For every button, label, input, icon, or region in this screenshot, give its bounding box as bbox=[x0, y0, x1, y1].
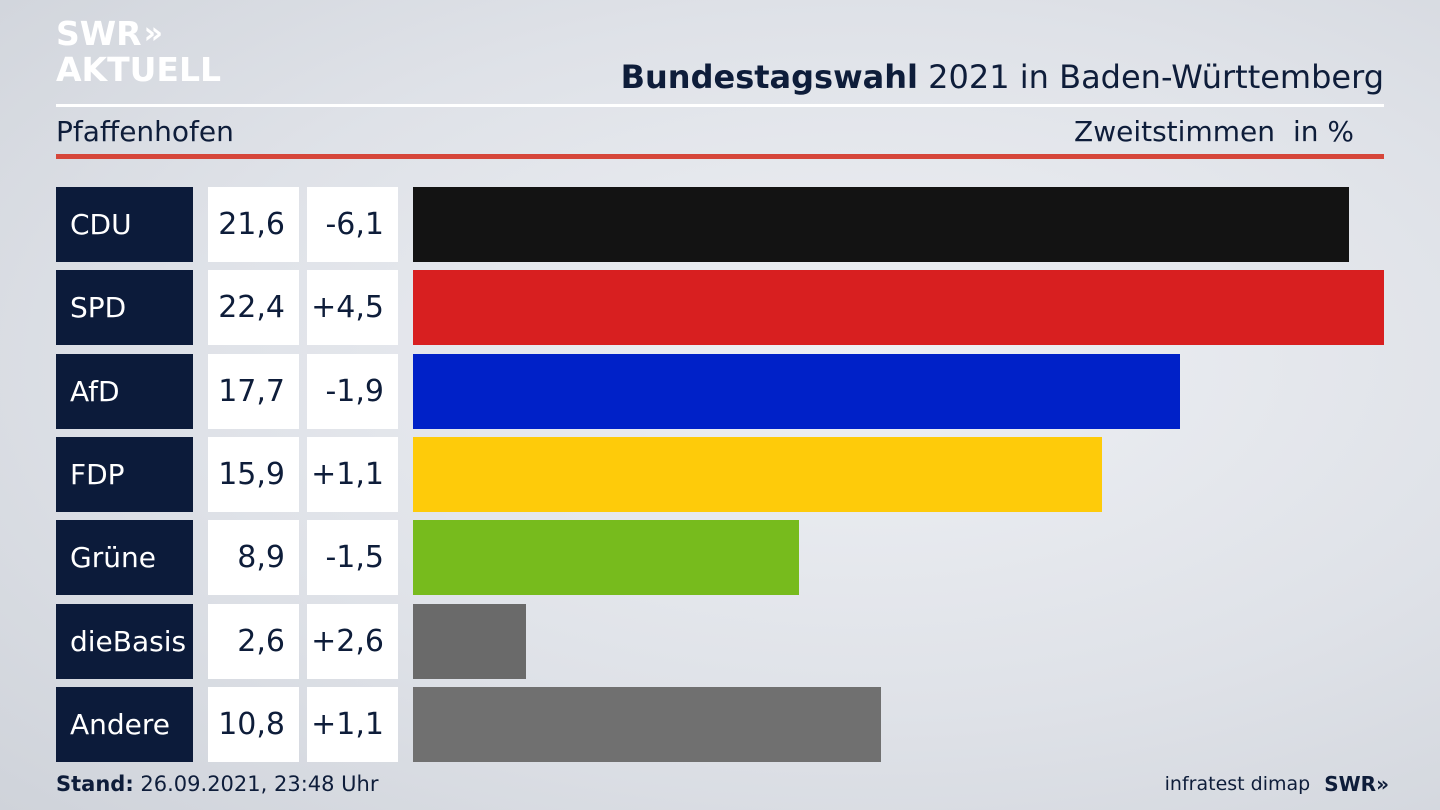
percentage-value: 15,9 bbox=[208, 437, 299, 512]
party-label: Grüne bbox=[56, 520, 193, 595]
change-value: -1,9 bbox=[307, 354, 398, 429]
party-label: AfD bbox=[56, 354, 193, 429]
result-bar bbox=[413, 270, 1384, 345]
result-row: Andere 10,8 +1,1 bbox=[0, 687, 1440, 762]
result-bar bbox=[413, 354, 1180, 429]
percentage-value: 10,8 bbox=[208, 687, 299, 762]
timestamp: Stand: 26.09.2021, 23:48 Uhr bbox=[56, 772, 379, 796]
result-row: AfD 17,7 -1,9 bbox=[0, 354, 1440, 429]
result-bar bbox=[413, 437, 1102, 512]
source-credit: infratest dimap SWR» bbox=[1164, 772, 1389, 796]
party-label: CDU bbox=[56, 187, 193, 262]
swr-small-arrows-icon: » bbox=[1376, 772, 1389, 796]
title-rest: 2021 in Baden-Württemberg bbox=[917, 58, 1384, 96]
party-label: Andere bbox=[56, 687, 193, 762]
change-value: -1,5 bbox=[307, 520, 398, 595]
percentage-value: 2,6 bbox=[208, 604, 299, 679]
percentage-value: 8,9 bbox=[208, 520, 299, 595]
party-label: dieBasis bbox=[56, 604, 193, 679]
title-bold: Bundestagswahl bbox=[620, 58, 918, 96]
header-divider bbox=[56, 104, 1384, 107]
change-value: +2,6 bbox=[307, 604, 398, 679]
result-bar bbox=[413, 604, 526, 679]
red-divider bbox=[56, 154, 1384, 159]
result-bar bbox=[413, 520, 799, 595]
result-bar bbox=[413, 687, 881, 762]
stand-label: Stand: bbox=[56, 772, 134, 796]
result-row: CDU 21,6 -6,1 bbox=[0, 187, 1440, 262]
result-row: SPD 22,4 +4,5 bbox=[0, 270, 1440, 345]
percentage-value: 17,7 bbox=[208, 354, 299, 429]
party-label: FDP bbox=[56, 437, 193, 512]
votes-header: Zweitstimmen in % bbox=[1074, 115, 1354, 148]
source-text: infratest dimap bbox=[1164, 773, 1311, 795]
change-value: +1,1 bbox=[307, 687, 398, 762]
result-row: Grüne 8,9 -1,5 bbox=[0, 520, 1440, 595]
page-title: Bundestagswahl 2021 in Baden-Württemberg bbox=[621, 58, 1384, 96]
percentage-value: 22,4 bbox=[208, 270, 299, 345]
stand-value: 26.09.2021, 23:48 Uhr bbox=[133, 772, 379, 796]
result-row: dieBasis 2,6 +2,6 bbox=[0, 604, 1440, 679]
change-value: -6,1 bbox=[307, 187, 398, 262]
swr-logo-small: SWR» bbox=[1324, 772, 1389, 796]
change-value: +4,5 bbox=[307, 270, 398, 345]
unit-label: in % bbox=[1292, 115, 1354, 148]
change-value: +1,1 bbox=[307, 437, 398, 512]
percentage-value: 21,6 bbox=[208, 187, 299, 262]
logo-aktuell-text: AKTUELL bbox=[56, 50, 222, 89]
party-label: SPD bbox=[56, 270, 193, 345]
result-bar bbox=[413, 187, 1349, 262]
result-row: FDP 15,9 +1,1 bbox=[0, 437, 1440, 512]
votes-label: Zweitstimmen bbox=[1074, 115, 1275, 148]
region-name: Pfaffenhofen bbox=[56, 115, 234, 148]
logo-arrows-icon: » bbox=[143, 16, 164, 51]
swr-small-text: SWR bbox=[1324, 772, 1377, 796]
logo-swr-text: SWR bbox=[56, 14, 142, 53]
swr-aktuell-logo: SWR» AKTUELL bbox=[56, 16, 221, 88]
